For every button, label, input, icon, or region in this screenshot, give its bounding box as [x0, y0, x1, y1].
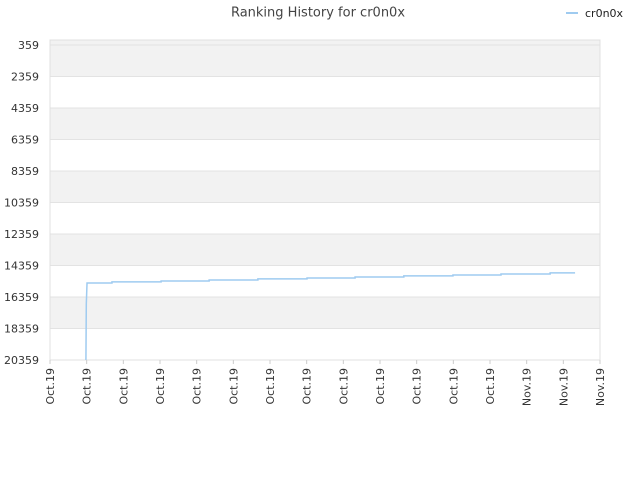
chart-title: Ranking History for cr0n0x: [231, 6, 405, 21]
x-tick-label: Oct.19: [264, 368, 277, 405]
y-tick-label: 4359: [11, 102, 39, 115]
x-tick-label: Oct.19: [484, 368, 497, 405]
x-tick-label: Oct.19: [374, 368, 387, 405]
plot-border: [49, 39, 601, 361]
y-tick-label: 2359: [11, 70, 39, 83]
grid-band: [50, 139, 600, 171]
y-tick-label: 14359: [4, 259, 39, 272]
x-tick-label: Nov.19: [557, 368, 570, 406]
grid-band: [50, 202, 600, 234]
y-tick-label: 359: [18, 39, 39, 52]
x-tick-label: Oct.19: [337, 368, 350, 405]
y-tick-label: 20359: [4, 354, 39, 367]
x-tick-label: Oct.19: [227, 368, 240, 405]
grid-band: [50, 76, 600, 108]
x-tick-label: Oct.19: [44, 368, 57, 405]
y-tick-label: 6359: [11, 133, 39, 146]
y-tick-label: 12359: [4, 228, 39, 241]
series-line: [85, 272, 576, 361]
x-tick-label: Oct.19: [411, 368, 424, 405]
x-tick-label: Nov.19: [521, 368, 534, 406]
y-tick-label: 16359: [4, 291, 39, 304]
legend-label: cr0n0x: [585, 7, 624, 20]
x-tick-label: Oct.19: [154, 368, 167, 405]
x-tick-label: Nov.19: [594, 368, 607, 406]
x-tick-label: Oct.19: [447, 368, 460, 405]
x-tick-label: Oct.19: [301, 368, 314, 405]
x-tick-label: Oct.19: [117, 368, 130, 405]
grid-band: [50, 328, 600, 360]
y-tick-label: 10359: [4, 196, 39, 209]
y-tick-label: 18359: [4, 322, 39, 335]
y-tick-label: 8359: [11, 165, 39, 178]
x-tick-label: Oct.19: [81, 368, 94, 405]
x-tick-label: Oct.19: [191, 368, 204, 405]
